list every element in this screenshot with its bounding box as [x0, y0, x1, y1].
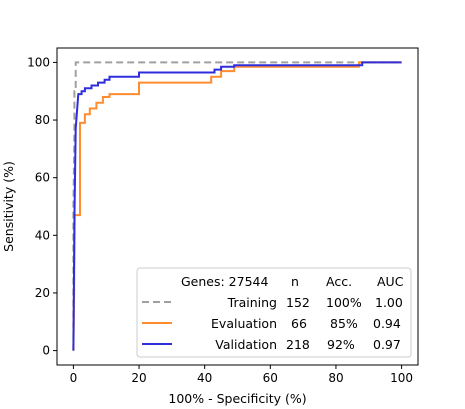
y-tick-label: 80 — [35, 113, 50, 127]
roc-line-training — [72, 61, 402, 351]
legend-acc-evaluation: 85% — [330, 316, 358, 331]
x-tick-label: 80 — [328, 371, 343, 385]
legend-auc-training: 1.00 — [375, 295, 403, 310]
legend-label-evaluation: Evaluation — [211, 316, 277, 331]
legend-auc-evaluation: 0.94 — [373, 316, 401, 331]
y-axis-ticks: 0 20 40 60 80 100 — [27, 55, 57, 358]
legend-header-genes: Genes: 27544 — [181, 274, 268, 289]
legend-header-n: n — [291, 274, 299, 289]
y-tick-label: 20 — [35, 286, 50, 300]
y-tick-label: 40 — [35, 228, 50, 242]
x-tick-label: 60 — [263, 371, 278, 385]
y-tick-label: 0 — [42, 344, 50, 358]
legend-acc-validation: 92% — [327, 337, 355, 352]
legend-box — [136, 267, 412, 358]
x-tick-label: 100 — [390, 371, 413, 385]
legend-auc-validation: 0.97 — [373, 337, 401, 352]
legend-label-validation: Validation — [215, 337, 277, 352]
legend-header-auc: AUC — [377, 274, 404, 289]
x-tick-label: 20 — [131, 371, 146, 385]
legend: Genes: 27544 n Acc. AUC Training 152 100… — [136, 267, 412, 358]
y-tick-label: 100 — [27, 55, 50, 69]
x-axis-ticks: 0 20 40 60 80 100 — [70, 365, 413, 385]
roc-line-validation — [72, 61, 402, 351]
legend-acc-training: 100% — [326, 295, 362, 310]
legend-header-acc: Acc. — [326, 274, 352, 289]
roc-line-evaluation — [72, 61, 402, 351]
legend-n-evaluation: 66 — [291, 316, 307, 331]
x-axis-label: 100% - Specificity (%) — [168, 391, 306, 406]
x-tick-label: 0 — [70, 371, 78, 385]
legend-n-training: 152 — [286, 295, 310, 310]
series-layer — [72, 61, 402, 351]
x-tick-label: 40 — [197, 371, 212, 385]
y-tick-label: 60 — [35, 171, 50, 185]
plot-frame — [56, 47, 419, 366]
y-axis-label: Sensitivity (%) — [1, 161, 16, 252]
legend-label-training: Training — [227, 295, 277, 310]
legend-n-validation: 218 — [286, 337, 310, 352]
